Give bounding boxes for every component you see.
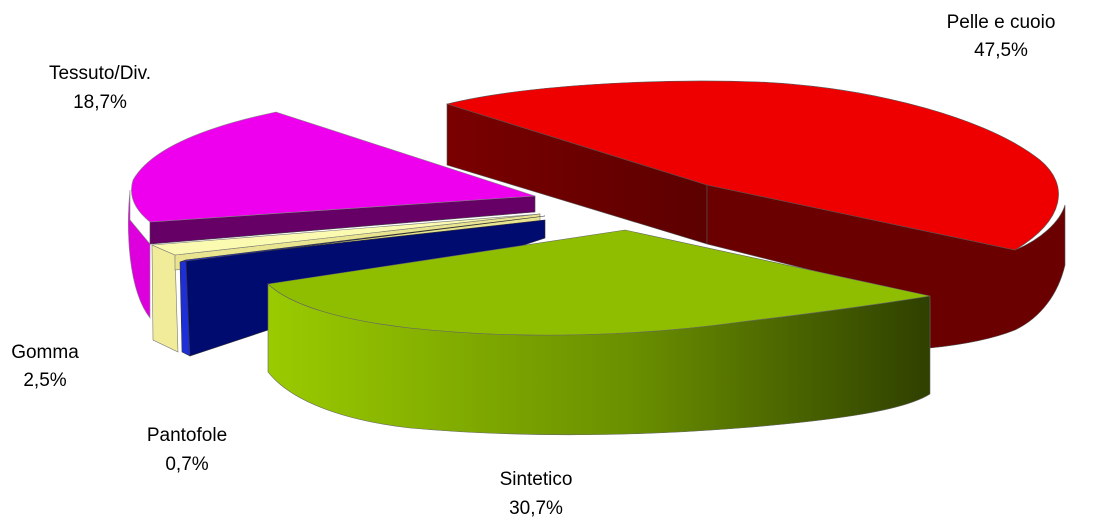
slice-label-gomma-category: Gomma — [11, 342, 79, 363]
slice-label-gomma: Gomma 2,5% — [11, 342, 79, 391]
slice-label-pantofole-category: Pantofole — [147, 425, 227, 446]
slice-gomma-side — [151, 244, 179, 353]
slice-label-tessuto-category: Tessuto/Div. — [49, 63, 151, 84]
slice-label-sintetico: Sintetico 30,7% — [500, 469, 573, 519]
slice-label-tessuto: Tessuto/Div. 18,7% — [49, 63, 151, 113]
slice-label-tessuto-value: 18,7% — [73, 92, 127, 113]
slice-tessuto-side — [128, 189, 151, 319]
slice-label-pelle: Pelle e cuoio 47,5% — [947, 12, 1056, 61]
slice-sintetico-top — [267, 229, 931, 336]
slice-pelle — [445, 80, 1066, 349]
slice-label-pantofole-value: 0,7% — [165, 454, 208, 475]
slice-tessuto-top — [131, 111, 536, 223]
slice-label-pelle-category: Pelle e cuoio — [947, 12, 1056, 33]
slice-label-gomma-value: 2,5% — [23, 370, 66, 391]
slice-tessuto — [128, 111, 536, 319]
slice-label-sintetico-category: Sintetico — [500, 469, 573, 490]
slice-pelle-front-side — [706, 184, 1066, 349]
slice-gomma-top — [151, 213, 541, 256]
slice-label-pantofole: Pantofole 0,7% — [147, 425, 227, 475]
slice-sintetico — [267, 229, 931, 436]
slice-label-sintetico-value: 30,7% — [509, 498, 563, 519]
slice-pantofole-top — [179, 215, 546, 263]
slice-pelle-top — [445, 80, 1059, 251]
slice-label-pelle-value: 47,5% — [974, 40, 1028, 61]
